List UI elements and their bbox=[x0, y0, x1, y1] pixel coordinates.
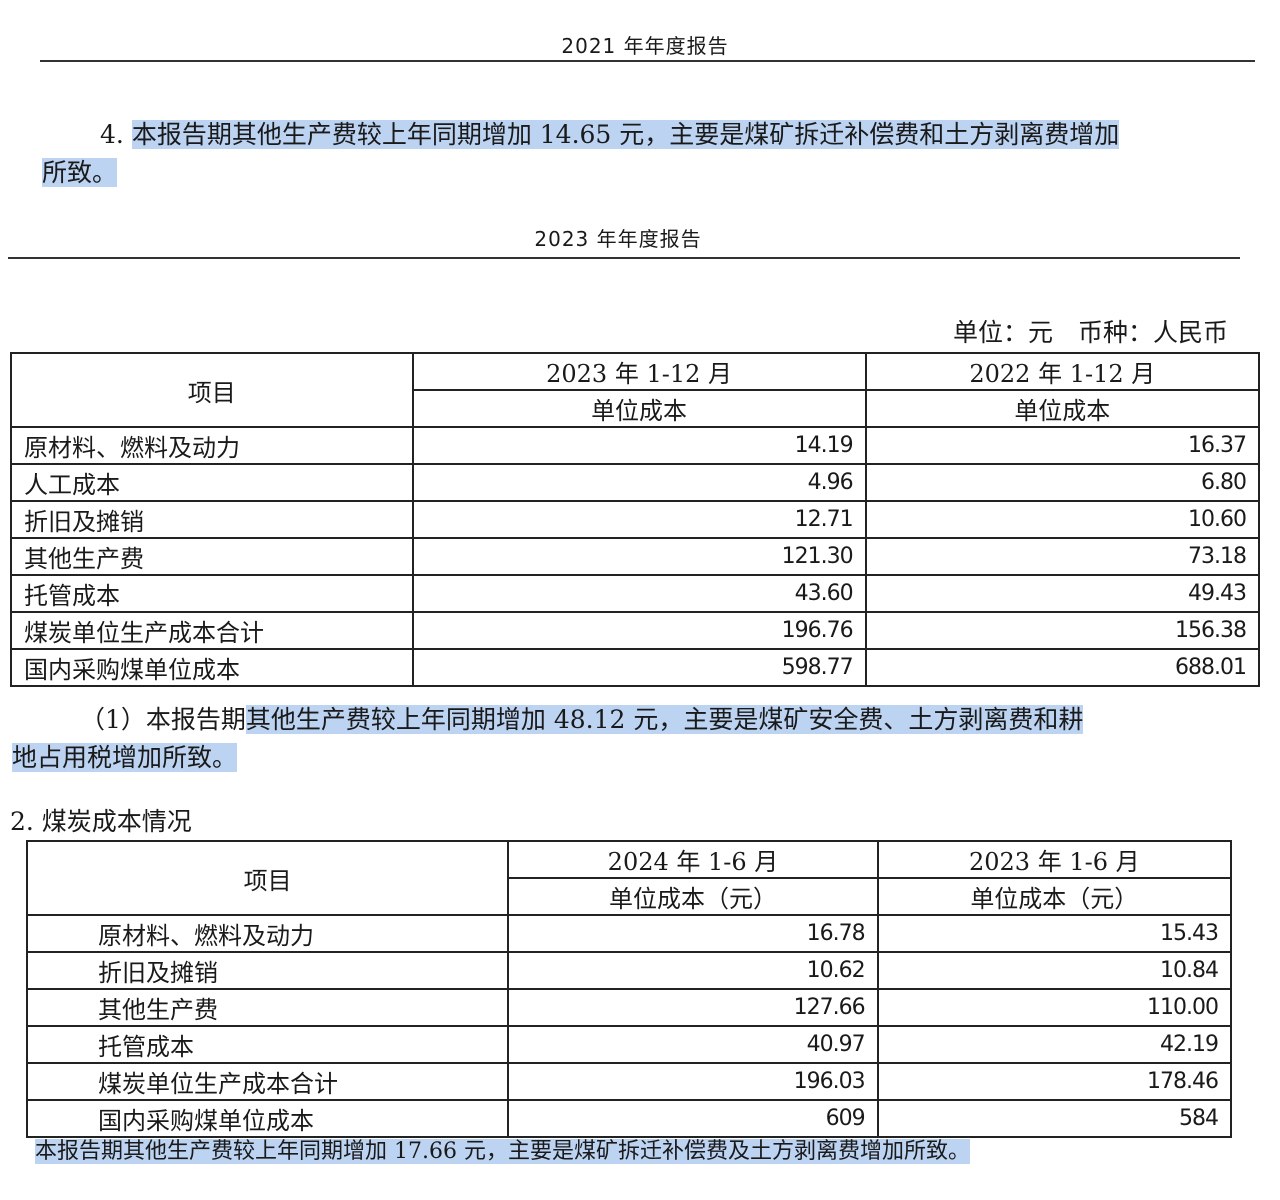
cell-item: 折旧及摊销 bbox=[25, 951, 510, 990]
table-row: 原材料、燃料及动力 16.78 15.43 bbox=[25, 914, 1233, 953]
cell-value: 10.84 bbox=[876, 951, 1233, 990]
cell-item: 其他生产费 bbox=[25, 988, 510, 1027]
cell-value: 42.19 bbox=[876, 1025, 1233, 1064]
cell-value: 12.71 bbox=[411, 500, 867, 539]
cell-value: 40.97 bbox=[507, 1025, 879, 1064]
highlighted-text: 本报告期其他生产费较上年同期增加 17.66 元，主要是煤矿拆迁补偿费及土方剥离… bbox=[35, 1139, 970, 1164]
cell-item: 煤炭单位生产成本合计 bbox=[25, 1062, 510, 1101]
col-header: 2024 年 1-6 月 bbox=[507, 840, 879, 879]
cell-value: 49.43 bbox=[864, 574, 1261, 613]
cell-value: 121.30 bbox=[411, 537, 867, 576]
cell-item: 托管成本 bbox=[10, 574, 414, 613]
cell-value: 196.03 bbox=[507, 1062, 879, 1101]
cell-value: 4.96 bbox=[411, 463, 867, 502]
cell-value: 156.38 bbox=[864, 611, 1261, 650]
report-header-2021: 2021 年年度报告 bbox=[561, 34, 729, 58]
highlighted-text: 所致。 bbox=[42, 158, 118, 187]
cell-item: 煤炭单位生产成本合计 bbox=[10, 611, 414, 650]
cell-item: 托管成本 bbox=[25, 1025, 510, 1064]
report-header-2023: 2023 年年度报告 bbox=[534, 227, 702, 251]
cell-value: 10.60 bbox=[864, 500, 1261, 539]
cell-value: 10.62 bbox=[507, 951, 879, 990]
cell-value: 584 bbox=[876, 1099, 1233, 1138]
section-title: 2. 煤炭成本情况 bbox=[10, 807, 192, 836]
table-row: 煤炭单位生产成本合计 196.76 156.38 bbox=[10, 611, 1261, 650]
table-row: 其他生产费 127.66 110.00 bbox=[25, 988, 1233, 1027]
cell-value: 196.76 bbox=[411, 611, 867, 650]
table-row: 原材料、燃料及动力 14.19 16.37 bbox=[10, 426, 1261, 465]
cell-value: 43.60 bbox=[411, 574, 867, 613]
table-row: 托管成本 40.97 42.19 bbox=[25, 1025, 1233, 1064]
cell-item: 国内采购煤单位成本 bbox=[25, 1099, 510, 1138]
highlighted-text: 其他生产费较上年同期增加 48.12 元，主要是煤矿安全费、土方剥离费和耕 bbox=[245, 705, 1084, 734]
divider bbox=[8, 257, 1240, 259]
highlighted-text: 本报告期其他生产费较上年同期增加 14.65 元，主要是煤矿拆迁补偿费和土方剥离… bbox=[131, 120, 1120, 149]
col-header: 2022 年 1-12 月 bbox=[864, 352, 1261, 391]
paragraph-2023: （1）本报告期其他生产费较上年同期增加 48.12 元，主要是煤矿安全费、土方剥… bbox=[80, 701, 1084, 739]
table-row: 托管成本 43.60 49.43 bbox=[10, 574, 1261, 613]
cell-item: 人工成本 bbox=[10, 463, 414, 502]
divider bbox=[40, 60, 1255, 62]
cell-value: 127.66 bbox=[507, 988, 879, 1027]
col-header-item: 项目 bbox=[25, 840, 510, 916]
table-row: 人工成本 4.96 6.80 bbox=[10, 463, 1261, 502]
cell-value: 16.37 bbox=[864, 426, 1261, 465]
col-header: 2023 年 1-6 月 bbox=[876, 840, 1233, 879]
cost-table-2024: 项目 2024 年 1-6 月 2023 年 1-6 月 单位成本（元） 单位成本（元… bbox=[25, 840, 1233, 1138]
sub-header: 单位成本 bbox=[864, 389, 1261, 428]
table-row: 折旧及摊销 12.71 10.60 bbox=[10, 500, 1261, 539]
cell-item: 原材料、燃料及动力 bbox=[10, 426, 414, 465]
unit-note: 单位：元 币种：人民币 bbox=[952, 318, 1228, 347]
cell-value: 598.77 bbox=[411, 648, 867, 687]
cell-value: 609 bbox=[507, 1099, 879, 1138]
cell-item: 国内采购煤单位成本 bbox=[10, 648, 414, 687]
sub-header: 单位成本（元） bbox=[507, 877, 879, 916]
cell-item: 折旧及摊销 bbox=[10, 500, 414, 539]
cell-item: 其他生产费 bbox=[10, 537, 414, 576]
cell-item: 原材料、燃料及动力 bbox=[25, 914, 510, 953]
table-row: 国内采购煤单位成本 609 584 bbox=[25, 1099, 1233, 1138]
cell-value: 6.80 bbox=[864, 463, 1261, 502]
sub-header: 单位成本（元） bbox=[876, 877, 1233, 916]
paragraph-2024: 本报告期其他生产费较上年同期增加 17.66 元，主要是煤矿拆迁补偿费及土方剥离… bbox=[35, 1133, 970, 1171]
highlighted-text: 地占用税增加所致。 bbox=[12, 743, 238, 772]
col-header: 2023 年 1-12 月 bbox=[411, 352, 867, 391]
cell-value: 14.19 bbox=[411, 426, 867, 465]
para-prefix: 4. bbox=[100, 120, 132, 149]
cell-value: 688.01 bbox=[864, 648, 1261, 687]
paragraph-2021: 4. 本报告期其他生产费较上年同期增加 14.65 元，主要是煤矿拆迁补偿费和土… bbox=[100, 116, 1120, 154]
cell-value: 15.43 bbox=[876, 914, 1233, 953]
col-header-item: 项目 bbox=[10, 352, 414, 428]
cell-value: 178.46 bbox=[876, 1062, 1233, 1101]
cell-value: 110.00 bbox=[876, 988, 1233, 1027]
table-row: 国内采购煤单位成本 598.77 688.01 bbox=[10, 648, 1261, 687]
table-row: 煤炭单位生产成本合计 196.03 178.46 bbox=[25, 1062, 1233, 1101]
table-row: 其他生产费 121.30 73.18 bbox=[10, 537, 1261, 576]
para-prefix: （1）本报告期 bbox=[80, 705, 246, 734]
cell-value: 16.78 bbox=[507, 914, 879, 953]
cell-value: 73.18 bbox=[864, 537, 1261, 576]
table-row: 折旧及摊销 10.62 10.84 bbox=[25, 951, 1233, 990]
sub-header: 单位成本 bbox=[411, 389, 867, 428]
cost-table-2023: 项目 2023 年 1-12 月 2022 年 1-12 月 单位成本 单位成本 原材… bbox=[10, 352, 1261, 687]
